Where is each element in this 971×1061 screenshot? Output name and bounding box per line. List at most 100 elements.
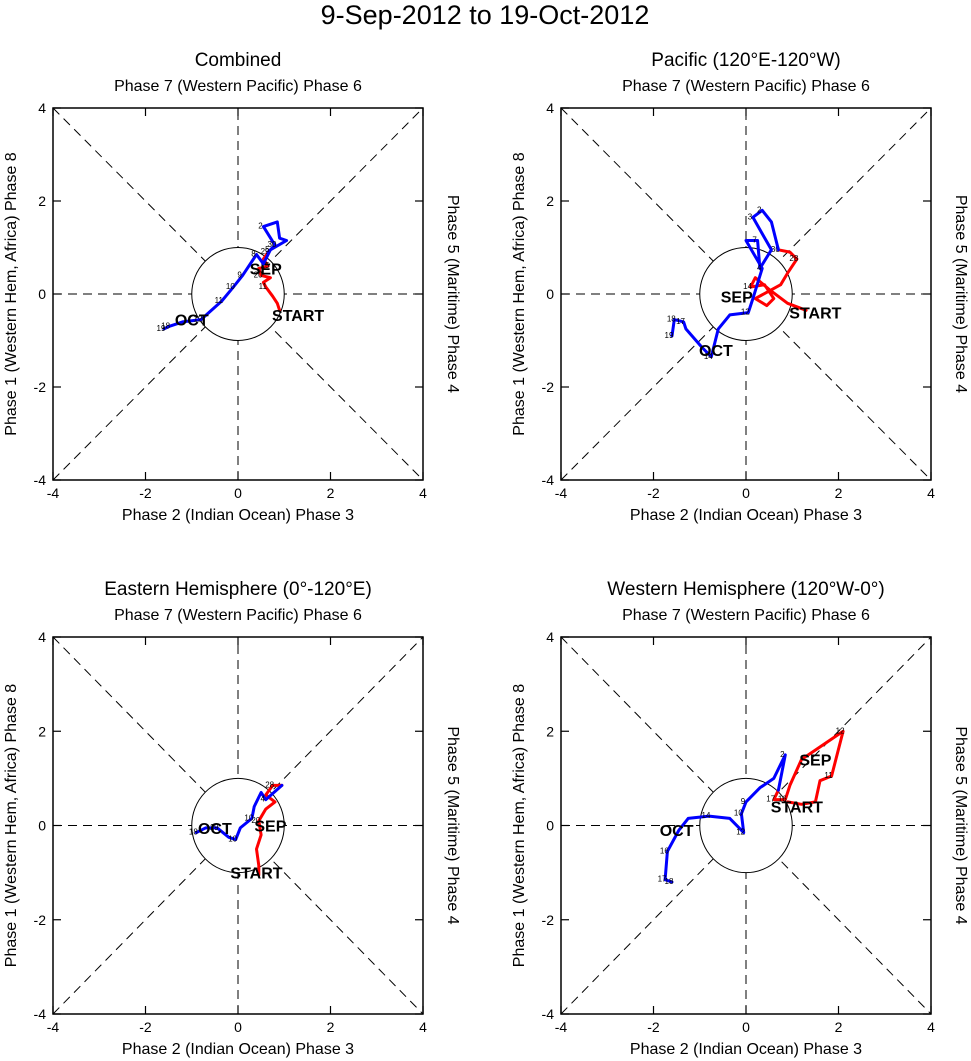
day-label: 14 bbox=[702, 811, 711, 820]
phase-label-left: Phase 1 (Western Hem, Africa) Phase 8 bbox=[3, 684, 20, 967]
x-tick-label: 4 bbox=[419, 1019, 427, 1035]
day-label: 12 bbox=[741, 308, 750, 317]
phase-label-right: Phase 5 (Maritime) Phase 4 bbox=[444, 195, 461, 393]
y-tick-label: 0 bbox=[38, 818, 46, 834]
day-label: 2 bbox=[780, 750, 785, 759]
trajectory-oct bbox=[162, 220, 289, 331]
day-label: 4 bbox=[757, 263, 762, 272]
day-label: 29 bbox=[261, 247, 270, 256]
figure-title: 9-Sep-2012 to 19-Oct-2012 bbox=[321, 0, 650, 30]
day-label: 25 bbox=[261, 261, 270, 270]
phase-label-bottom: Phase 2 (Indian Ocean) Phase 3 bbox=[630, 1041, 862, 1058]
day-label: 10 bbox=[226, 282, 235, 291]
phase-label-bottom: Phase 2 (Indian Ocean) Phase 3 bbox=[122, 507, 354, 524]
day-label: 16 bbox=[778, 795, 787, 804]
trajectory-oct bbox=[670, 208, 780, 359]
y-tick-label: 4 bbox=[38, 100, 46, 116]
phase-label-left: Phase 1 (Western Hem, Africa) Phase 8 bbox=[511, 152, 528, 435]
x-tick-label: -2 bbox=[647, 1019, 660, 1035]
unit-amplitude-circle bbox=[191, 777, 285, 874]
start-label: START bbox=[272, 308, 324, 325]
day-label: 14 bbox=[704, 352, 713, 361]
day-label: 12 bbox=[194, 315, 203, 324]
phase-label-top: Phase 7 (Western Pacific) Phase 6 bbox=[114, 607, 362, 624]
day-label: 19 bbox=[157, 324, 166, 333]
unit-amplitude-circle bbox=[699, 777, 793, 874]
day-label: 9 bbox=[237, 270, 242, 279]
day-label: 30 bbox=[268, 240, 277, 249]
day-label: 2 bbox=[258, 222, 263, 231]
day-label: 17 bbox=[766, 795, 775, 804]
day-label: 3 bbox=[748, 212, 753, 221]
x-tick-label: 4 bbox=[927, 1019, 935, 1035]
y-tick-label: 0 bbox=[546, 286, 554, 302]
y-tick-label: 0 bbox=[546, 818, 554, 834]
month-label-sep: SEP bbox=[799, 753, 831, 770]
x-tick-label: -4 bbox=[47, 485, 60, 501]
day-label: 18 bbox=[161, 322, 170, 331]
day-label: 28 bbox=[265, 780, 274, 789]
phase-label-top: Phase 7 (Western Pacific) Phase 6 bbox=[114, 78, 362, 95]
y-tick-label: 2 bbox=[546, 193, 554, 209]
month-label-sep: SEP bbox=[254, 819, 286, 836]
day-label: 28 bbox=[789, 254, 798, 263]
phase-panel-1: Combined Phase 7 (Western Pacific) Phase … bbox=[3, 50, 461, 524]
phase-label-left: Phase 1 (Western Hem, Africa) Phase 8 bbox=[3, 152, 20, 435]
month-label-sep: SEP bbox=[721, 289, 753, 306]
x-tick-label: 2 bbox=[327, 485, 335, 501]
trajectory-sep bbox=[255, 783, 284, 877]
day-label: 18 bbox=[665, 877, 674, 886]
phase-label-right: Phase 5 (Maritime) Phase 4 bbox=[952, 726, 969, 924]
y-tick-label: -2 bbox=[542, 379, 555, 395]
phase-label-right: Phase 5 (Maritime) Phase 4 bbox=[952, 195, 969, 393]
phase-divider-diagonal bbox=[560, 636, 932, 1015]
day-label: 10 bbox=[244, 813, 253, 822]
x-tick-label: -4 bbox=[555, 485, 568, 501]
phase-label-top: Phase 7 (Western Pacific) Phase 6 bbox=[622, 78, 870, 95]
start-label: START bbox=[789, 306, 841, 323]
month-label-oct: OCT bbox=[175, 313, 209, 330]
day-label: 17 bbox=[658, 875, 667, 884]
unit-amplitude-circle bbox=[699, 247, 793, 341]
day-label: 18 bbox=[189, 828, 198, 837]
day-label: 12 bbox=[836, 726, 845, 735]
month-label-sep: SEP bbox=[250, 261, 282, 278]
trajectory-oct bbox=[194, 783, 284, 842]
panel-title: Combined bbox=[195, 50, 282, 71]
x-tick-label: 4 bbox=[927, 485, 935, 501]
day-label: 5 bbox=[265, 245, 270, 254]
x-tick-label: -2 bbox=[647, 485, 660, 501]
day-label: 12 bbox=[736, 828, 745, 837]
day-label: 2 bbox=[757, 205, 762, 214]
start-label: START bbox=[771, 800, 823, 817]
y-tick-label: -4 bbox=[34, 472, 47, 488]
day-label: 20 bbox=[251, 816, 260, 825]
day-label: 7 bbox=[752, 236, 757, 245]
y-tick-label: 4 bbox=[546, 629, 554, 645]
day-label: 9 bbox=[741, 797, 746, 806]
panel-title: Pacific (120°E-120°W) bbox=[651, 50, 840, 71]
panel-title: Western Hemisphere (120°W-0°) bbox=[607, 579, 884, 600]
x-tick-label: 4 bbox=[419, 485, 427, 501]
day-label: 4 bbox=[261, 795, 266, 804]
x-tick-label: 2 bbox=[327, 1019, 335, 1035]
phase-panel-4: Western Hemisphere (120°W-0°) Phase 7 (We… bbox=[511, 579, 969, 1058]
x-tick-label: 0 bbox=[742, 485, 750, 501]
day-label: 30 bbox=[771, 245, 780, 254]
trajectory-sep bbox=[257, 250, 282, 312]
y-tick-label: 4 bbox=[546, 100, 554, 116]
phase-divider-diagonal bbox=[52, 636, 424, 1015]
x-tick-label: -2 bbox=[139, 485, 152, 501]
y-tick-label: 0 bbox=[38, 286, 46, 302]
trajectory-sep bbox=[749, 248, 808, 312]
x-tick-label: -4 bbox=[555, 1019, 568, 1035]
phase-label-bottom: Phase 2 (Indian Ocean) Phase 3 bbox=[122, 1041, 354, 1058]
start-label: START bbox=[230, 866, 282, 883]
phase-panel-2: Pacific (120°E-120°W) Phase 7 (Western Pa… bbox=[511, 50, 969, 524]
x-tick-label: -4 bbox=[47, 1019, 60, 1035]
day-label: 10 bbox=[228, 835, 237, 844]
month-label-oct: OCT bbox=[699, 343, 733, 360]
y-tick-label: 2 bbox=[38, 193, 46, 209]
